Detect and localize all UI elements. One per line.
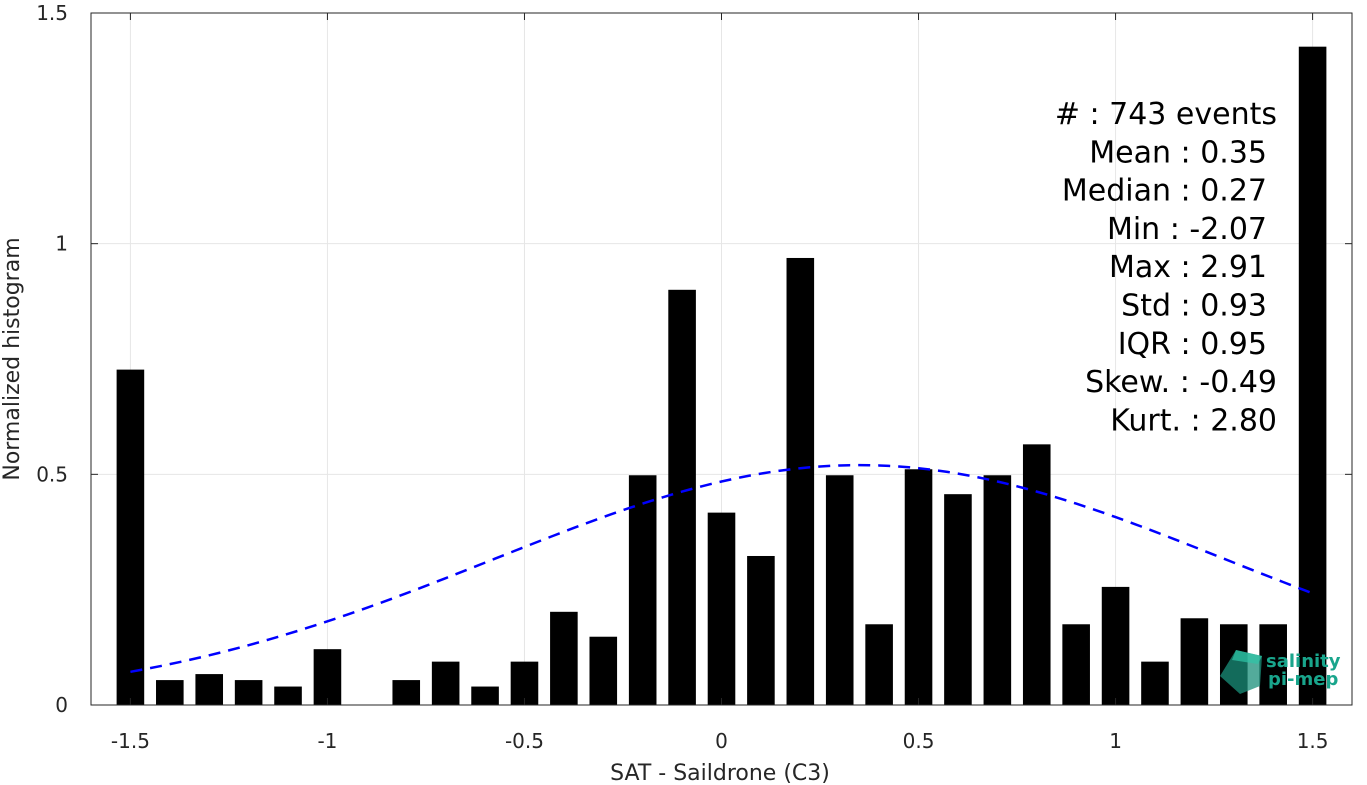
histogram-bar [747,555,775,705]
stats-line: Kurt. : 2.80 [1110,403,1277,438]
histogram-bar [983,475,1012,705]
stats-line: Max : 2.91 [1109,250,1267,285]
salinity-pimep-logo: salinity pi-mep [1220,650,1341,694]
histogram-bar [668,289,696,705]
histogram-bar [195,674,224,705]
histogram-bar [944,494,972,705]
x-tick-label: -0.5 [505,729,544,753]
histogram-bar [1101,586,1130,705]
gaussian-fit-curve [130,463,1314,674]
histogram-bar [707,512,736,705]
histogram-bar [274,686,302,705]
y-tick-label: 0 [55,693,68,717]
histogram-bar [1259,624,1287,705]
histogram-bar [628,475,657,705]
y-tick-label: 0.5 [36,462,68,486]
stats-line: Std : 0.93 [1121,289,1267,324]
histogram-bar [116,369,145,705]
y-axis-label: Normalized histogram [0,237,25,480]
logo-line1: salinity [1266,651,1341,672]
x-tick-label: 1.5 [1297,729,1329,753]
histogram-bar [550,611,578,705]
y-tick-labels: 0 0.5 1 1.5 [36,1,68,717]
histogram-bar [431,661,460,705]
stats-line: Min : -2.07 [1107,212,1267,247]
stats-line: Mean : 0.35 [1089,135,1267,170]
histogram-bar [510,661,539,705]
histogram-bar [865,624,893,705]
histogram-bar [825,475,854,705]
y-tick-label: 1.5 [36,1,68,25]
histogram-bar [1022,444,1051,705]
x-tick-labels: -1.5 -1 -0.5 0 0.5 1 1.5 [111,729,1329,753]
x-tick-label: 1 [1109,729,1122,753]
histogram-bar [904,469,933,705]
x-tick-label: -1.5 [111,729,150,753]
histogram-bar [392,680,421,705]
x-axis-label: SAT - Saildrone (C3) [610,761,830,785]
axis-ticks [91,12,1352,706]
y-tick-label: 1 [55,232,68,256]
histogram-bar [471,686,499,705]
histogram-bar [1141,661,1169,705]
histogram-bar [786,257,815,705]
x-tick-label: -1 [317,729,337,753]
histogram-bar [589,636,618,705]
x-tick-label: 0.5 [903,729,935,753]
x-tick-label: 0 [715,729,728,753]
stats-line: Median : 0.27 [1062,174,1267,209]
histogram-bar [1062,624,1090,705]
histogram-bar [156,680,184,705]
logo-cube-face-icon [1232,650,1262,664]
histogram-bar [234,680,263,705]
histogram-bar [1298,46,1327,706]
stats-line: Skew. : -0.49 [1085,365,1277,400]
stats-line: # : 743 events [1055,97,1277,132]
logo-line2: pi-mep [1268,669,1338,690]
histogram-bar [1180,618,1209,705]
histogram-bar [313,649,342,705]
stats-line: IQR : 0.95 [1118,327,1267,362]
